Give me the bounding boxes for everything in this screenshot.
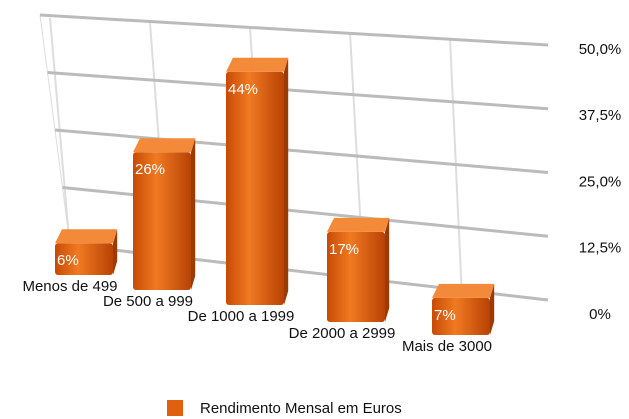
bar-side bbox=[385, 217, 390, 322]
bar-front bbox=[432, 297, 490, 335]
bar-top bbox=[327, 217, 390, 232]
bar-top bbox=[133, 138, 196, 153]
value-label: 17% bbox=[329, 241, 359, 258]
x-tick-label: Mais de 3000 bbox=[402, 338, 492, 355]
x-tick-label: De 1000 a 1999 bbox=[188, 308, 295, 325]
bar-front bbox=[226, 71, 284, 305]
bar bbox=[133, 138, 196, 290]
grid-line bbox=[39, 13, 549, 47]
bar-front bbox=[55, 243, 113, 275]
bar bbox=[55, 229, 118, 275]
legend-swatch bbox=[167, 400, 183, 416]
bar-side bbox=[113, 229, 118, 275]
x-tick-label: Menos de 499 bbox=[22, 278, 117, 295]
bar-top bbox=[432, 283, 495, 298]
vertical-grid bbox=[449, 37, 463, 299]
bar-side bbox=[191, 138, 196, 290]
y-tick-label: 0% bbox=[589, 306, 611, 323]
value-label: 44% bbox=[228, 81, 258, 98]
bar-front bbox=[327, 231, 385, 322]
y-tick-label: 37,5% bbox=[579, 107, 622, 124]
value-label: 7% bbox=[434, 307, 456, 324]
bar-side bbox=[284, 57, 289, 305]
bar bbox=[226, 57, 289, 305]
grid-line bbox=[47, 71, 549, 111]
y-tick-label: 12,5% bbox=[579, 240, 622, 257]
x-tick-label: De 2000 a 2999 bbox=[289, 325, 396, 342]
vertical-grid bbox=[49, 17, 71, 251]
bar-top bbox=[226, 57, 289, 72]
bar-side bbox=[490, 283, 495, 335]
bar bbox=[432, 283, 495, 335]
y-tick-label: 50,0% bbox=[579, 41, 622, 58]
grid-line bbox=[54, 128, 549, 174]
value-label: 26% bbox=[135, 161, 165, 178]
value-label: 6% bbox=[57, 252, 79, 269]
x-tick-label: De 500 a 999 bbox=[103, 293, 193, 310]
bar-top bbox=[55, 229, 118, 244]
y-tick-label: 25,0% bbox=[579, 173, 622, 190]
bar-front bbox=[133, 152, 191, 290]
legend-label: Rendimento Mensal em Euros bbox=[200, 400, 402, 417]
bar bbox=[327, 217, 390, 322]
